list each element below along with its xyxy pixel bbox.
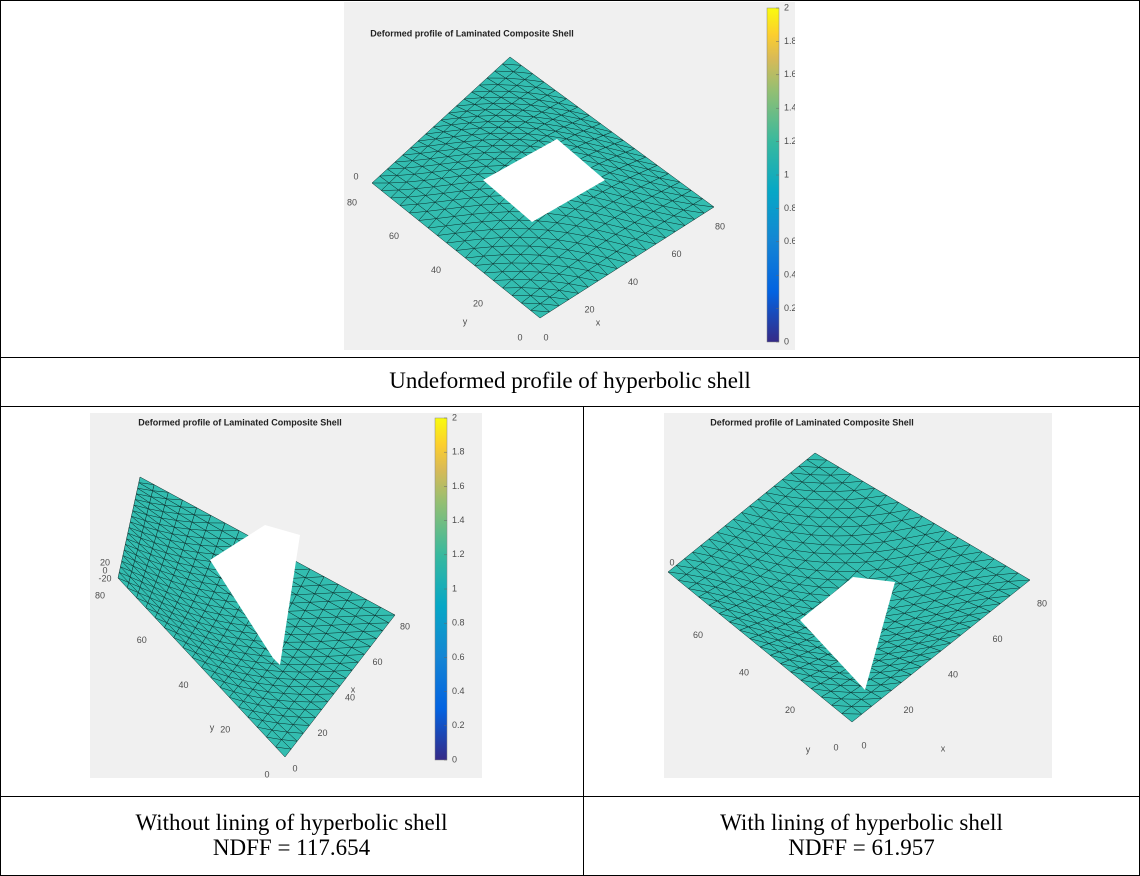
caption-line: NDFF = 117.654	[0, 835, 583, 860]
colorbar-tick-label: 1.4	[452, 515, 465, 525]
x-axis-label: x	[596, 317, 601, 327]
y-tick-label: 20	[473, 299, 483, 309]
z-tick-label: 0	[353, 171, 358, 181]
colorbar-tick-label: 0.4	[452, 686, 465, 696]
y-tick-label: 60	[693, 630, 703, 640]
colorbar-tick-label: 0.8	[452, 618, 465, 628]
colorbar-tick-label: 0	[784, 336, 789, 346]
y-tick-label: 20	[785, 705, 795, 715]
colorbar-tick-label: 1	[452, 583, 457, 593]
plot-title: Deformed profile of Laminated Composite …	[138, 417, 342, 427]
colorbar-tick-label: 1.6	[452, 481, 465, 491]
x-tick-label: 20	[584, 305, 594, 315]
colorbar-tick-label: 0.4	[784, 270, 795, 280]
x-tick-label: 0	[292, 763, 297, 773]
table-border	[0, 0, 1, 876]
colorbar-tick-label: 0	[452, 754, 457, 764]
colorbar-tick-label: 2	[784, 2, 789, 12]
x-tick-label: 0	[543, 332, 548, 342]
y-tick-label: 60	[389, 231, 399, 241]
x-tick-label: 40	[628, 277, 638, 287]
colorbar-tick-label: 1	[784, 169, 789, 179]
plot-title: Deformed profile of Laminated Composite …	[370, 28, 574, 38]
figure: Deformed profile of Laminated Composite …	[90, 413, 482, 778]
colorbar-tick-label: 1.2	[452, 549, 465, 559]
colorbar-tick-label: 0.6	[784, 236, 795, 246]
x-tick-label: 80	[715, 221, 725, 231]
colorbar-tick-label: 1.6	[784, 69, 795, 79]
document-page: Deformed profile of Laminated Composite …	[0, 0, 1140, 876]
y-tick-label: 40	[178, 680, 188, 690]
column-border	[583, 406, 584, 876]
caption-line: Without lining of hyperbolic shell	[0, 810, 583, 835]
plot: Deformed profile of Laminated Composite …	[344, 2, 795, 350]
caption: Without lining of hyperbolic shellNDFF =…	[0, 810, 583, 860]
row-border	[0, 796, 1140, 797]
figure: Deformed profile of Laminated Composite …	[664, 413, 1052, 778]
y-tick-label: 0	[833, 742, 838, 752]
x-tick-label: 40	[948, 669, 958, 679]
colorbar-tick-label: 1.4	[784, 103, 795, 113]
z-tick-label: -20	[98, 573, 111, 583]
caption-line: With lining of hyperbolic shell	[584, 810, 1139, 835]
y-tick-label: 0	[264, 769, 269, 778]
y-tick-label: 40	[431, 265, 441, 275]
plot: Deformed profile of Laminated Composite …	[664, 413, 1052, 778]
x-tick-label: 60	[372, 657, 382, 667]
colorbar-tick-label: 2	[452, 413, 457, 422]
x-tick-label: 0	[861, 740, 866, 750]
y-axis-label: y	[806, 744, 811, 754]
y-tick-label: 40	[739, 667, 749, 677]
x-axis-label: x	[351, 684, 356, 694]
x-tick-label: 80	[1037, 598, 1047, 608]
y-tick-label: 80	[347, 197, 357, 207]
y-tick-label: 60	[137, 635, 147, 645]
plot: Deformed profile of Laminated Composite …	[90, 413, 482, 778]
colorbar-tick-label: 1.8	[452, 447, 465, 457]
x-tick-label: 60	[671, 249, 681, 259]
plot-title: Deformed profile of Laminated Composite …	[710, 417, 914, 427]
figure: Deformed profile of Laminated Composite …	[344, 2, 795, 350]
y-axis-label: y	[463, 316, 468, 326]
caption-line: NDFF = 61.957	[584, 835, 1139, 860]
colorbar-tick-label: 1.2	[784, 136, 795, 146]
y-tick-label: 80	[95, 590, 105, 600]
x-tick-label: 20	[317, 728, 327, 738]
x-tick-label: 80	[400, 621, 410, 631]
colorbar-tick-label: 0.8	[784, 203, 795, 213]
colorbar-tick-label: 1.8	[784, 36, 795, 46]
row-border	[0, 357, 1140, 358]
z-tick-label: 0	[669, 557, 674, 567]
x-tick-label: 20	[903, 705, 913, 715]
row-border	[0, 406, 1140, 407]
caption: With lining of hyperbolic shellNDFF = 61…	[584, 810, 1139, 860]
colorbar-tick-label: 0.2	[452, 720, 465, 730]
colorbar-tick-label: 0.6	[452, 652, 465, 662]
x-axis-label: x	[941, 743, 946, 753]
x-tick-label: 60	[992, 634, 1002, 644]
table-border	[0, 0, 1140, 1]
y-axis-label: y	[210, 722, 215, 732]
caption-line: Undeformed profile of hyperbolic shell	[0, 368, 1140, 393]
colorbar-tick-label: 0.2	[784, 303, 795, 313]
y-tick-label: 0	[517, 332, 522, 342]
caption: Undeformed profile of hyperbolic shell	[0, 368, 1140, 393]
y-tick-label: 20	[220, 725, 230, 735]
